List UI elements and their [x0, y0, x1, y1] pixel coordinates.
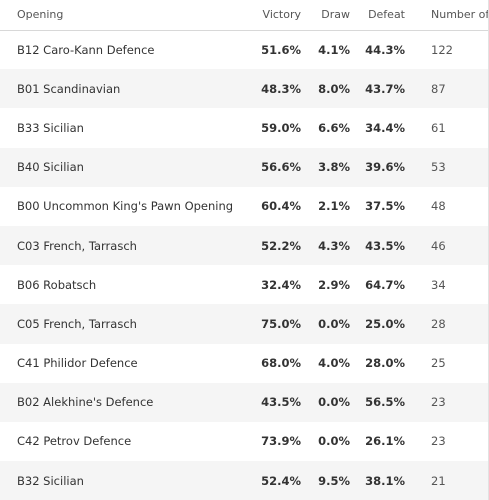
column-header-victory[interactable]: Victory	[262, 8, 301, 22]
table-row: C41 Philidor Defence 68.0% 4.0% 28.0% 25	[0, 344, 488, 383]
cell-number: 28	[431, 316, 446, 331]
cell-opening: B06 Robatsch	[17, 277, 97, 292]
cell-defeat: 26.1%	[365, 434, 405, 449]
cell-draw: 4.3%	[318, 238, 350, 253]
cell-victory: 48.3%	[261, 81, 301, 96]
cell-opening: B12 Caro-Kann Defence	[17, 42, 155, 57]
cell-defeat: 44.3%	[365, 42, 405, 57]
cell-draw: 2.9%	[318, 277, 350, 292]
cell-draw: 4.0%	[318, 356, 350, 371]
table-row: C05 French, Tarrasch 75.0% 0.0% 25.0% 28	[0, 304, 488, 344]
cell-draw: 2.1%	[318, 199, 350, 214]
table-header: Opening Victory Draw Defeat Number of	[0, 0, 489, 30]
cell-victory: 60.4%	[261, 199, 301, 214]
cell-number: 23	[431, 434, 446, 449]
cell-number: 25	[431, 356, 446, 371]
cell-defeat: 64.7%	[365, 277, 405, 292]
cell-opening: C42 Petrov Defence	[17, 434, 132, 449]
table-row: C42 Petrov Defence 73.9% 0.0% 26.1% 23	[0, 422, 488, 461]
table-row: B06 Robatsch 32.4% 2.9% 64.7% 34	[0, 265, 488, 304]
table-row: B02 Alekhine's Defence 43.5% 0.0% 56.5% 23	[0, 382, 488, 422]
cell-draw: 4.1%	[318, 42, 350, 57]
cell-victory: 43.5%	[261, 395, 301, 410]
cell-defeat: 34.4%	[365, 120, 405, 135]
cell-opening: B01 Scandinavian	[17, 81, 121, 96]
cell-opening: B40 Sicilian	[17, 160, 84, 175]
table-row: C03 French, Tarrasch 52.2% 4.3% 43.5% 46	[0, 225, 488, 266]
cell-victory: 56.6%	[261, 160, 301, 175]
table-row: B01 Scandinavian 48.3% 8.0% 43.7% 87	[0, 69, 488, 109]
cell-number: 48	[431, 199, 446, 214]
cell-victory: 75.0%	[261, 316, 301, 331]
cell-defeat: 39.6%	[365, 160, 405, 175]
column-header-draw[interactable]: Draw	[321, 8, 350, 22]
table-body: B12 Caro-Kann Defence 51.6% 4.1% 44.3% 122 B0…	[0, 30, 488, 500]
table-row: B32 Sicilian 52.4% 9.5% 38.1% 21	[0, 461, 488, 500]
cell-number: 34	[431, 277, 446, 292]
cell-opening: B00 Uncommon King's Pawn Opening	[17, 199, 234, 214]
header-row: Opening Victory Draw Defeat Number of	[0, 0, 489, 30]
cell-number: 53	[431, 160, 446, 175]
column-header-opening[interactable]: Opening	[17, 8, 64, 22]
table-row: B40 Sicilian 56.6% 3.8% 39.6% 53	[0, 147, 488, 187]
cell-draw: 3.8%	[318, 160, 350, 175]
cell-defeat: 56.5%	[365, 395, 405, 410]
cell-victory: 32.4%	[261, 277, 301, 292]
cell-victory: 52.4%	[261, 473, 301, 488]
cell-number: 61	[431, 120, 446, 135]
cell-draw: 0.0%	[318, 434, 350, 449]
cell-defeat: 28.0%	[365, 356, 405, 371]
cell-defeat: 37.5%	[365, 199, 405, 214]
cell-draw: 8.0%	[318, 81, 350, 96]
cell-victory: 52.2%	[261, 238, 301, 253]
cell-opening: C05 French, Tarrasch	[17, 316, 137, 331]
cell-opening: B02 Alekhine's Defence	[17, 395, 154, 410]
cell-victory: 59.0%	[261, 120, 301, 135]
cell-number: 87	[431, 81, 446, 96]
cell-defeat: 43.5%	[365, 238, 405, 253]
cell-draw: 9.5%	[318, 473, 350, 488]
cell-victory: 51.6%	[261, 42, 301, 57]
cell-draw: 0.0%	[318, 395, 350, 410]
cell-opening: B32 Sicilian	[17, 473, 84, 488]
table-row: B33 Sicilian 59.0% 6.6% 34.4% 61	[0, 108, 488, 147]
cell-draw: 6.6%	[318, 120, 350, 135]
table-row: B12 Caro-Kann Defence 51.6% 4.1% 44.3% 122	[0, 30, 488, 69]
cell-opening: C03 French, Tarrasch	[17, 238, 137, 253]
cell-defeat: 38.1%	[365, 473, 405, 488]
cell-number: 122	[431, 42, 453, 57]
column-header-defeat[interactable]: Defeat	[368, 8, 405, 22]
cell-victory: 73.9%	[261, 434, 301, 449]
cell-number: 23	[431, 395, 446, 410]
table-row: B00 Uncommon King's Pawn Opening 60.4% 2.1…	[0, 187, 488, 226]
cell-number: 21	[431, 473, 446, 488]
cell-victory: 68.0%	[261, 356, 301, 371]
cell-number: 46	[431, 238, 446, 253]
column-header-number[interactable]: Number of	[431, 8, 489, 22]
cell-draw: 0.0%	[318, 316, 350, 331]
cell-defeat: 43.7%	[365, 81, 405, 96]
cell-opening: B33 Sicilian	[17, 120, 84, 135]
cell-defeat: 25.0%	[365, 316, 405, 331]
cell-opening: C41 Philidor Defence	[17, 356, 138, 371]
